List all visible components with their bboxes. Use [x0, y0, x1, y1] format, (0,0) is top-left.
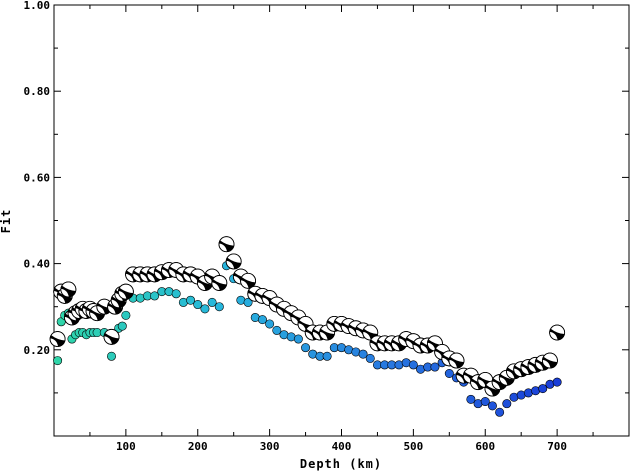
x-tick-label: 600: [475, 440, 495, 453]
y-tick-label: 1.00: [24, 0, 51, 12]
fit-dot: [150, 291, 160, 301]
fit-dot: [171, 289, 181, 299]
fit-dot: [200, 304, 210, 314]
fit-dot: [121, 310, 131, 320]
fit-dot: [552, 377, 562, 387]
focal-mechanism-series: [49, 236, 566, 397]
fit-dot: [444, 369, 454, 379]
fit-dot: [430, 362, 440, 372]
x-axis-ticks: 100 200 300 400 500 600 700: [89, 5, 594, 453]
fit-dot: [207, 297, 217, 307]
fit-dot: [214, 302, 224, 312]
focal-mechanism-marker: [103, 328, 120, 345]
focal-mechanism-marker: [549, 324, 566, 341]
x-tick-label: 100: [116, 440, 136, 453]
fit-dot: [293, 334, 303, 344]
fit-dot: [322, 351, 332, 361]
plot-frame: [53, 4, 630, 437]
fit-dot: [480, 397, 490, 407]
fit-dot: [358, 349, 368, 359]
fit-dot: [466, 394, 476, 404]
fit-dot: [117, 321, 127, 331]
x-tick-label: 200: [188, 440, 208, 453]
fit-dot: [495, 407, 505, 417]
y-tick-label: 0.40: [24, 258, 51, 271]
y-tick-label: 0.80: [24, 85, 51, 98]
focal-mechanism-marker: [541, 352, 558, 369]
focal-mechanism-marker: [218, 236, 235, 253]
x-tick-label: 700: [547, 440, 567, 453]
focal-mechanism-marker: [211, 275, 228, 291]
y-tick-label: 0.20: [24, 344, 51, 357]
focal-mechanism-marker: [448, 352, 465, 369]
focal-mechanism-marker: [60, 281, 77, 298]
fit-dot: [538, 384, 548, 394]
focal-mechanism-marker: [240, 272, 257, 289]
fit-dot: [265, 319, 275, 329]
y-axis-ticks: 0.20 0.40 0.60 0.80 1.00: [24, 0, 629, 394]
fit-dot: [365, 353, 375, 363]
fit-dot: [408, 360, 418, 370]
x-axis-title: Depth (km): [300, 457, 382, 471]
fit-dot: [243, 297, 253, 307]
fit-dot: [487, 401, 497, 411]
focal-mechanism-marker: [117, 283, 134, 300]
fit-dot: [53, 356, 63, 366]
dot-series: [53, 261, 562, 417]
x-tick-label: 400: [332, 440, 352, 453]
focal-mechanism-marker: [225, 253, 242, 270]
fit-dot: [107, 351, 117, 361]
fit-dot: [301, 343, 311, 353]
y-axis-title: Fit: [0, 209, 13, 234]
y-tick-label: 0.60: [24, 171, 51, 184]
focal-mechanism-marker: [49, 331, 66, 347]
fit-dot: [186, 295, 196, 305]
fit-dot: [257, 315, 267, 325]
x-tick-label: 300: [260, 440, 280, 453]
fit-dot: [193, 300, 203, 310]
x-tick-label: 500: [403, 440, 423, 453]
fit-dot: [502, 399, 512, 409]
fit-dot: [272, 325, 282, 335]
